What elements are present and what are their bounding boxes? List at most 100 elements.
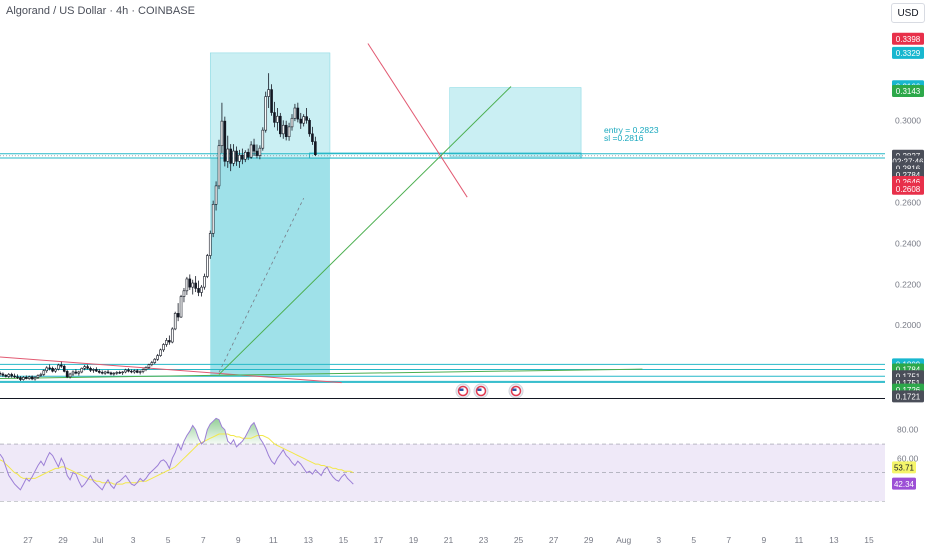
flag-icon-canton (459, 388, 464, 391)
horizontal-levels (0, 153, 885, 383)
price-label-text: 0.3329 (896, 49, 921, 58)
candle-body (197, 288, 200, 293)
currency-button[interactable]: USD (891, 3, 925, 23)
price-labels: 0.33980.33290.31660.31430.282702:27:460.… (892, 32, 924, 490)
position-zones (209, 52, 582, 377)
candle-body (255, 150, 259, 156)
candle-body (130, 370, 133, 373)
price-tick-label: 0.3000 (895, 115, 921, 125)
price-label-text: 0.2784 (896, 171, 921, 180)
candle-body (296, 107, 300, 120)
x-tick-label: 23 (479, 535, 489, 545)
price-label-text: 02:27:46 (892, 158, 924, 167)
candle-body (261, 129, 265, 149)
candle-body (176, 313, 180, 318)
candle-body (220, 120, 224, 147)
price-tick-label: 0.2400 (895, 238, 921, 248)
candle-body (308, 120, 311, 135)
candle-body (36, 375, 40, 378)
candle-body (203, 276, 206, 288)
price-label-text: 0.3398 (896, 35, 921, 44)
candle-body (246, 151, 250, 158)
candle-body (106, 371, 110, 374)
candles (0, 73, 317, 381)
trendlines (0, 43, 643, 384)
candle-body (141, 369, 145, 372)
candle-body (229, 148, 232, 164)
candle-body (45, 367, 49, 372)
candle-body (249, 144, 253, 158)
candle-body (57, 364, 60, 370)
x-tick-label: 7 (201, 535, 206, 545)
price-label-text: 0.1726 (896, 386, 921, 395)
x-tick-label: 15 (339, 535, 349, 545)
candle-body (19, 377, 22, 380)
candle-body (115, 372, 119, 374)
price-tick-label: 0.2200 (895, 279, 921, 289)
x-tick-label: 5 (691, 535, 696, 545)
candle-body (267, 89, 270, 97)
x-tick-label: 17 (374, 535, 384, 545)
x-tick-label: 13 (304, 535, 314, 545)
candle-body (252, 144, 256, 152)
candle-body (238, 154, 241, 162)
rsi-label-bg (892, 477, 916, 490)
candle-body (279, 115, 282, 135)
rsi-line (0, 417, 354, 491)
candle-body (168, 340, 171, 343)
candle-body (226, 148, 230, 162)
candle-body (185, 278, 189, 292)
price-label-bg (892, 182, 924, 195)
candle-body (162, 344, 165, 351)
long-position-target-zone (449, 87, 582, 157)
candle-body (22, 377, 25, 380)
price-label-text: 0.1784 (896, 366, 921, 375)
axes: 0.3000 0.2600 0.2400 0.2200 0.2000 80.00 60.00… (0, 115, 921, 545)
price-tick-label: 0.2000 (895, 320, 921, 330)
candle-body (159, 349, 162, 356)
candle-body (74, 371, 78, 374)
candle-body (235, 150, 238, 162)
x-tick-label: 27 (549, 535, 559, 545)
candle-body (95, 369, 98, 372)
candle-body (4, 374, 8, 377)
x-tick-label: 5 (166, 535, 171, 545)
rsi-label-text: 42.34 (894, 480, 915, 489)
candle-body (194, 282, 197, 289)
rsi-label-text: 53.71 (894, 464, 915, 473)
price-label-bg (892, 390, 924, 403)
candle-body (232, 150, 235, 164)
rsi-tick-label: 60.00 (897, 453, 919, 463)
candle-body (170, 328, 174, 343)
price-label-text: 0.2646 (896, 178, 921, 187)
candle-body (1, 373, 5, 376)
candle-body (293, 107, 297, 119)
price-tick-label: 0.2600 (895, 197, 921, 207)
x-tick-label: 9 (761, 535, 766, 545)
candle-body (182, 290, 186, 297)
rsi-tick-label: 80.00 (897, 425, 919, 435)
candle-body (208, 233, 212, 256)
entry-annotation: entry = 0.2823 (604, 125, 659, 135)
us-flag-event-icon (455, 383, 471, 399)
green-base-line (0, 368, 643, 380)
candle-body (33, 377, 37, 380)
candle-body (156, 355, 159, 360)
x-tick-label: 13 (829, 535, 839, 545)
candle-body (264, 96, 268, 131)
candle-body (51, 367, 54, 372)
candle-body (7, 374, 11, 377)
rsi-ma-line (0, 433, 354, 485)
candle-body (68, 373, 72, 378)
candle-body (299, 118, 303, 124)
candle-body (16, 376, 19, 378)
price-label-bg (892, 85, 924, 98)
candle-body (71, 371, 75, 375)
candle-body (200, 286, 203, 293)
candle-body (302, 116, 305, 124)
candle-body (83, 366, 86, 369)
long-position-stop-zone (449, 156, 582, 159)
